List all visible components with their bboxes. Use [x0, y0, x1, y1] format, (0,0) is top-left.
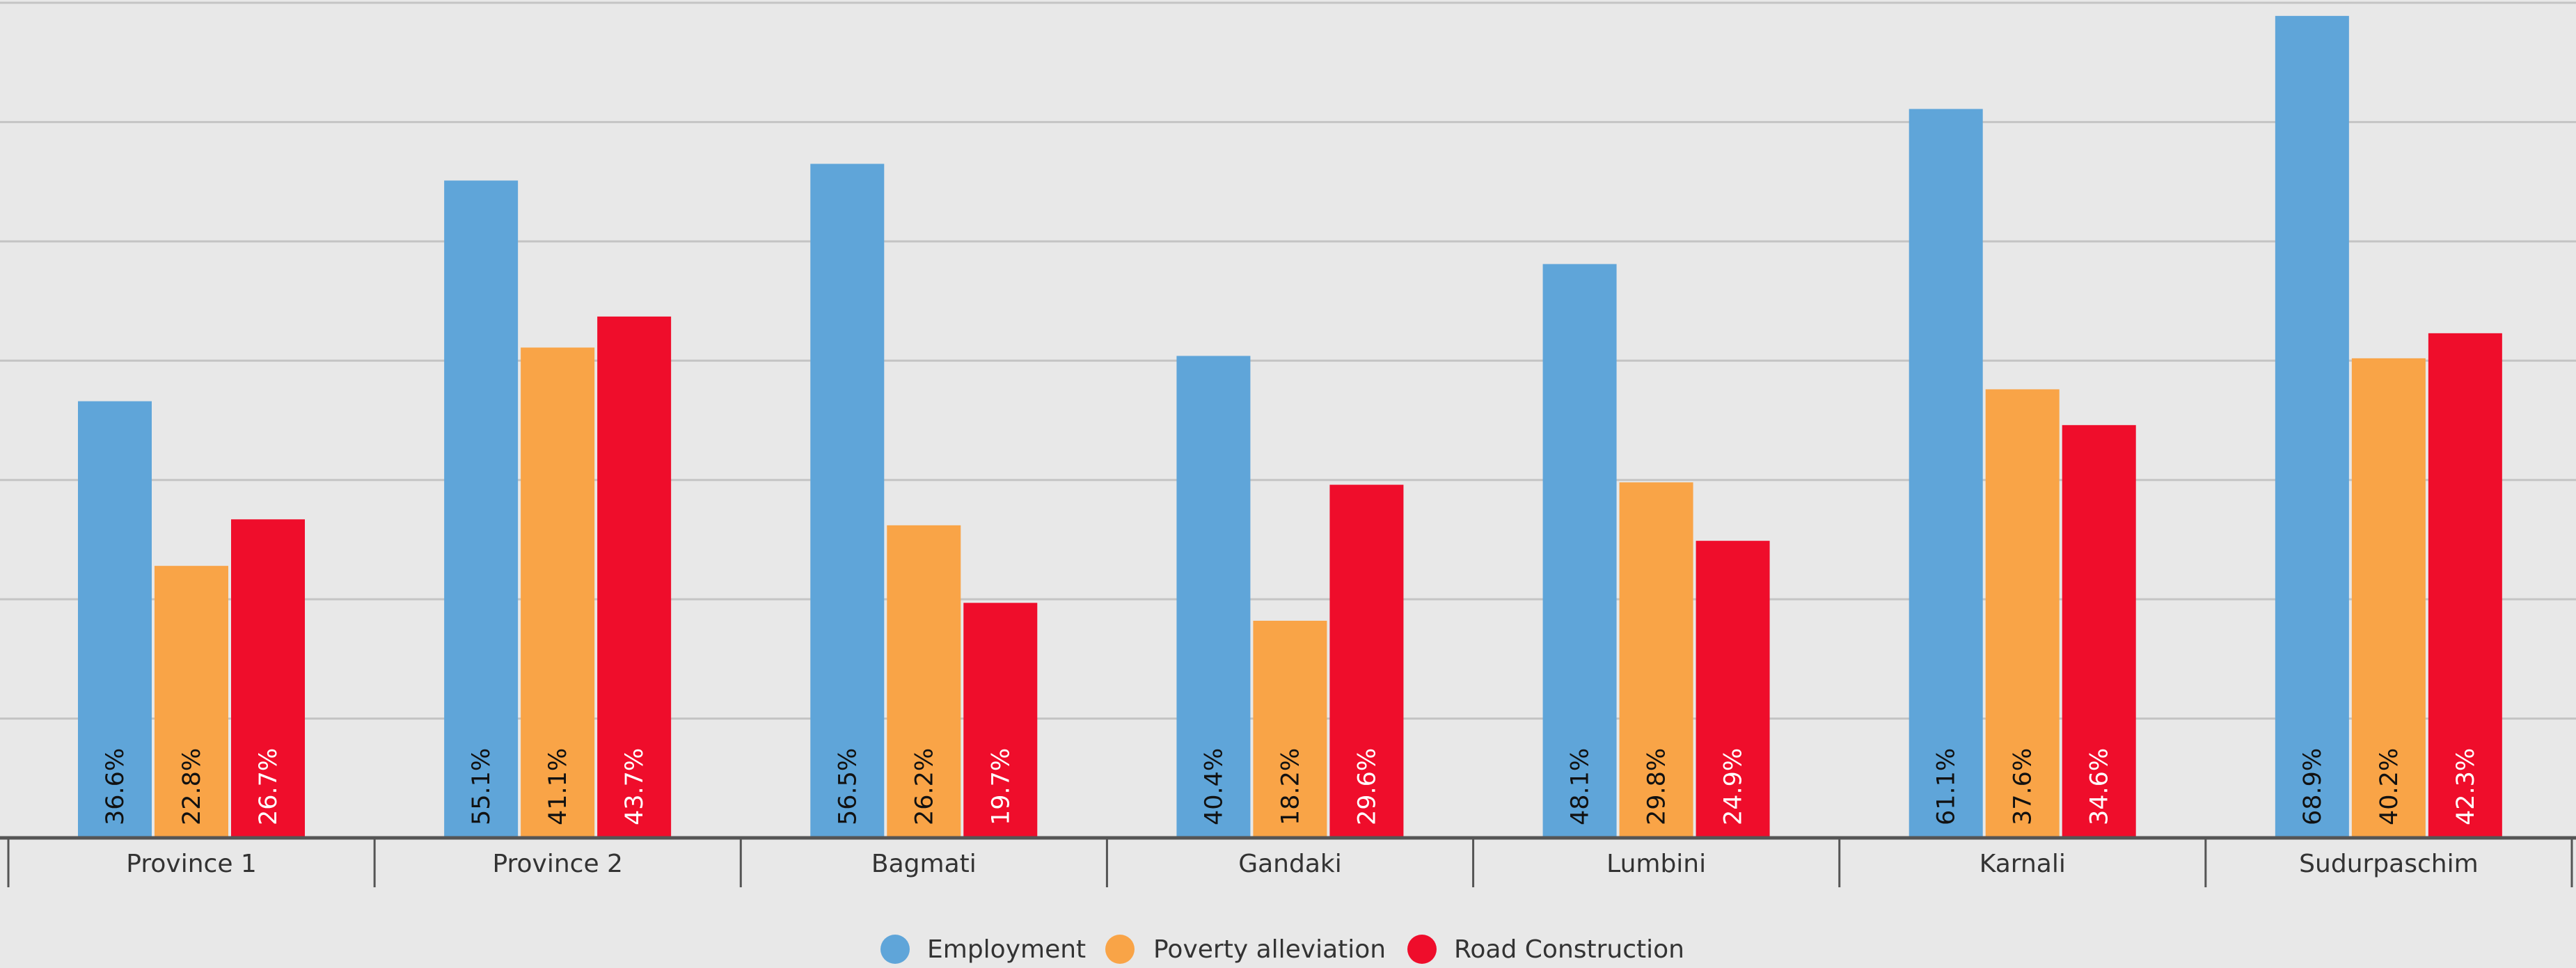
data-label: 68.9% — [2299, 748, 2327, 825]
gridlines — [0, 1, 2576, 720]
data-label: 55.1% — [468, 748, 496, 825]
bar — [597, 316, 672, 838]
x-tick-label: Gandaki — [1238, 850, 1342, 878]
data-label: 48.1% — [1567, 748, 1595, 825]
data-label: 34.6% — [2086, 748, 2114, 825]
bar — [2275, 15, 2349, 838]
bar — [1542, 264, 1617, 838]
bar — [1619, 482, 1693, 838]
data-label: 37.6% — [2009, 748, 2037, 825]
legend-label: Employment — [927, 935, 1086, 964]
legend: Employment Poverty alleviation Road Constr… — [880, 935, 1684, 964]
x-axis: Province 1 Province 2 Bagmati Gandaki Lumbin… — [0, 836, 2576, 887]
bar — [1985, 389, 2060, 838]
bar — [2062, 425, 2136, 838]
data-label: 24.9% — [1720, 748, 1748, 825]
x-tick-label: Lumbini — [1606, 850, 1706, 878]
data-label: 26.2% — [910, 748, 938, 825]
x-tick-label: Sudurpaschim — [2299, 850, 2478, 878]
bar — [78, 401, 152, 838]
bar — [1909, 109, 1983, 839]
bar — [1176, 356, 1251, 838]
data-label: 29.8% — [1643, 748, 1671, 825]
bar — [521, 347, 595, 838]
bar — [155, 566, 228, 838]
x-tick-label: Karnali — [1980, 850, 2066, 878]
bar — [963, 603, 1038, 838]
x-tick-label: Province 2 — [492, 850, 623, 878]
bar — [2351, 358, 2426, 838]
data-label: 18.2% — [1277, 748, 1304, 825]
x-tick-label: Province 1 — [126, 850, 257, 878]
bar — [2428, 333, 2502, 838]
data-label: 29.6% — [1353, 748, 1381, 825]
data-label: 61.1% — [1933, 748, 1961, 825]
data-label: 40.4% — [1200, 748, 1228, 825]
bar — [1696, 541, 1770, 838]
data-label: 22.8% — [178, 748, 206, 825]
data-label: 41.1% — [544, 748, 572, 825]
legend-label: Poverty alleviation — [1153, 935, 1386, 964]
data-label: 26.7% — [255, 748, 283, 825]
data-label: 19.7% — [987, 748, 1015, 825]
bar — [1253, 621, 1327, 838]
legend-swatch — [1407, 935, 1437, 964]
data-label: 42.3% — [2452, 748, 2480, 825]
legend-swatch — [880, 935, 910, 964]
bar — [887, 525, 961, 838]
data-label: 40.2% — [2376, 748, 2403, 825]
bar — [231, 519, 305, 838]
bars: 36.6% 22.8% 26.7% 55.1% 41.1% 43.7% 56.5% 26.2%… — [78, 15, 2502, 839]
bar — [810, 164, 885, 838]
data-label: 56.5% — [834, 748, 862, 825]
x-tick-label: Bagmati — [871, 850, 977, 878]
legend-swatch — [1105, 935, 1135, 964]
bar — [444, 180, 519, 838]
legend-label: Road Construction — [1454, 935, 1684, 964]
bar — [1329, 484, 1404, 838]
data-label: 43.7% — [621, 748, 649, 825]
data-label: 36.6% — [102, 748, 129, 825]
